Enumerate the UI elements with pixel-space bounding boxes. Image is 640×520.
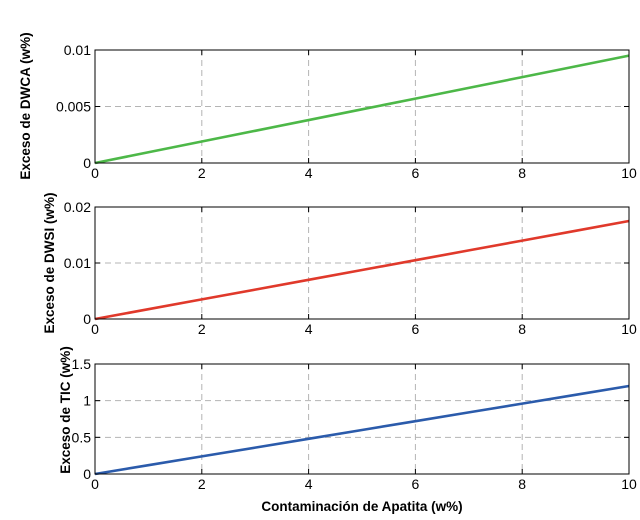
x-tick-label: 0 bbox=[91, 321, 99, 337]
data-line bbox=[94, 219, 630, 321]
y-tick-label: 1 bbox=[83, 393, 91, 409]
y-axis-title: Exceso de DWCA (w%) bbox=[18, 32, 33, 179]
x-tick-label: 10 bbox=[621, 476, 637, 492]
data-line bbox=[94, 384, 630, 476]
x-tick-label: 2 bbox=[198, 476, 206, 492]
x-tick-label: 8 bbox=[518, 476, 526, 492]
x-tick-label: 8 bbox=[518, 321, 526, 337]
y-axis-title: Exceso de TIC (w%) bbox=[58, 346, 73, 474]
x-tick-label: 6 bbox=[412, 321, 420, 337]
data-line bbox=[94, 54, 630, 165]
x-tick-label: 0 bbox=[91, 476, 99, 492]
y-tick-label: 0.5 bbox=[72, 429, 92, 445]
y-tick-label: 0.01 bbox=[64, 255, 91, 271]
x-tick-label: 2 bbox=[198, 165, 206, 181]
x-tick-label: 8 bbox=[518, 165, 526, 181]
y-tick-label: 0 bbox=[83, 155, 91, 171]
y-tick-label: 0 bbox=[83, 311, 91, 327]
y-tick-label: 1.5 bbox=[72, 356, 92, 372]
y-tick-label: 0.005 bbox=[56, 99, 91, 115]
y-tick-label: 0.01 bbox=[64, 42, 91, 58]
y-tick-label: 0.02 bbox=[64, 199, 91, 215]
chart-panel-1: 0 2 4 6 8 10 0 0.005 0.01 Exceso de DWCA (w%) bbox=[18, 32, 637, 181]
x-tick-label: 6 bbox=[412, 165, 420, 181]
plot-frame bbox=[94, 363, 630, 475]
x-tick-label: 2 bbox=[198, 321, 206, 337]
x-tick-label: 4 bbox=[305, 165, 313, 181]
x-tick-label: 10 bbox=[621, 165, 637, 181]
x-tick-label: 0 bbox=[91, 165, 99, 181]
x-tick-label: 6 bbox=[412, 476, 420, 492]
x-axis-title: Contaminación de Apatita (w%) bbox=[261, 499, 462, 514]
chart-panel-2: 0 2 4 6 8 10 0 0.01 0.02 Exceso de DWSI (w%) bbox=[42, 192, 637, 337]
x-tick-label: 10 bbox=[621, 321, 637, 337]
x-tick-label: 4 bbox=[305, 321, 313, 337]
x-tick-label: 4 bbox=[305, 476, 313, 492]
y-tick-label: 0 bbox=[83, 466, 91, 482]
y-axis-title: Exceso de DWSI (w%) bbox=[42, 192, 57, 333]
